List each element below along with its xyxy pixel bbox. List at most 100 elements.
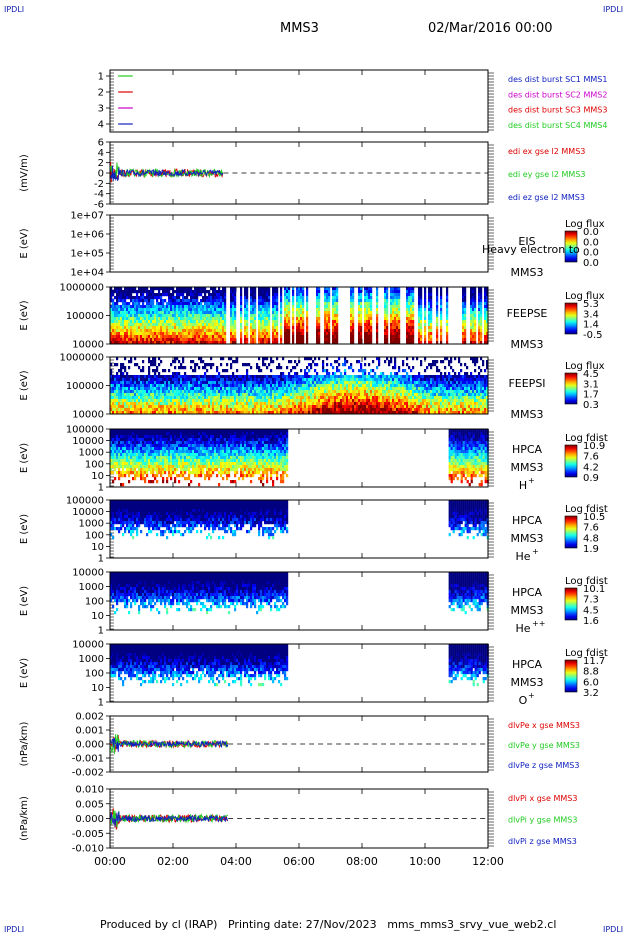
- spectrogram-cell: [194, 329, 197, 333]
- spectrogram-cell: [192, 390, 195, 394]
- spectrogram-cell: [334, 396, 337, 400]
- spectrogram-cell: [192, 293, 195, 297]
- spectrogram-cell: [472, 326, 475, 330]
- spectrogram-cell: [110, 314, 113, 318]
- spectrogram-cell: [182, 305, 185, 309]
- spectrogram-cell: [358, 314, 361, 318]
- spectrogram-cell: [486, 287, 489, 291]
- spectrogram-cell: [218, 341, 221, 345]
- spectrogram-cell: [410, 293, 413, 297]
- spectrogram-cell: [198, 305, 201, 309]
- spectrogram-cell: [144, 338, 147, 342]
- spectrogram-cell: [326, 320, 329, 324]
- spectrogram-cell: [202, 396, 205, 400]
- spectrogram-cell: [226, 393, 229, 397]
- spectrogram-cell: [192, 311, 195, 315]
- spectrogram-cell: [212, 302, 215, 306]
- spectrogram-cell: [244, 405, 247, 409]
- spectrogram-cell: [218, 390, 221, 394]
- spectrogram-cell: [186, 305, 189, 309]
- spectrogram-cell: [174, 360, 177, 364]
- spectrogram-cell: [400, 402, 403, 406]
- spectrogram-cell: [368, 296, 371, 300]
- spectrogram-cell: [336, 308, 339, 312]
- spectrogram-cell: [148, 411, 151, 415]
- spectrogram-cell: [240, 314, 243, 318]
- spectrogram-cell: [318, 396, 321, 400]
- spectrogram-cell: [332, 287, 335, 291]
- spectrogram-cell: [144, 311, 147, 315]
- spectrogram-cell: [262, 375, 265, 379]
- spectrogram-cell: [340, 390, 343, 394]
- spectrogram-cell: [374, 399, 377, 403]
- spectrogram-cell: [226, 405, 229, 409]
- spectrogram-cell: [142, 332, 145, 336]
- spectrogram-cell: [280, 384, 283, 388]
- spectrogram-cell: [286, 332, 289, 336]
- spectrogram-cell: [258, 311, 261, 315]
- spectrogram-cell: [236, 360, 239, 364]
- spectrogram-cell: [198, 396, 201, 400]
- spectrogram-cell: [164, 332, 167, 336]
- spectrogram-cell: [370, 326, 373, 330]
- spectrogram-cell: [334, 378, 337, 382]
- spectrogram-cell: [424, 335, 427, 339]
- spectrogram-cell: [126, 302, 129, 306]
- spectrogram-cell: [116, 402, 119, 406]
- spectrogram-cell: [162, 314, 165, 318]
- spectrogram-cell: [250, 384, 253, 388]
- spectrogram-cell: [218, 317, 221, 321]
- spectrogram-cell: [200, 305, 203, 309]
- spectrogram-cell: [120, 384, 123, 388]
- spectrogram-cell: [420, 296, 423, 300]
- spectrogram-cell: [324, 390, 327, 394]
- spectrogram-cell: [180, 311, 183, 315]
- spectrogram-cell: [282, 375, 285, 379]
- spectrogram-cell: [124, 314, 127, 318]
- spectrogram-cell: [208, 411, 211, 415]
- spectrogram-cell: [220, 408, 223, 412]
- spectrogram-cell: [268, 290, 271, 294]
- spectrogram-cell: [258, 396, 261, 400]
- spectrogram-cell: [306, 314, 309, 318]
- spectrogram-cell: [350, 290, 353, 294]
- spectrogram-cell: [388, 399, 391, 403]
- spectrogram-cell: [376, 411, 379, 415]
- spectrogram-cell: [276, 299, 279, 303]
- spectrogram-cell: [394, 287, 397, 291]
- spectrogram-cell: [436, 311, 439, 315]
- spectrogram-cell: [236, 402, 239, 406]
- spectrogram-cell: [146, 384, 149, 388]
- spectrogram-cell: [208, 393, 211, 397]
- spectrogram-cell: [116, 411, 119, 415]
- spectrogram-cell: [120, 375, 123, 379]
- spectrogram-cell: [302, 402, 305, 406]
- spectrogram-cell: [404, 402, 407, 406]
- spectrogram-cell: [152, 293, 155, 297]
- spectrogram-cell: [398, 396, 401, 400]
- spectrogram-cell: [180, 408, 183, 412]
- spectrogram-cell: [146, 408, 149, 412]
- spectrogram-cell: [178, 299, 181, 303]
- spectrogram-cell: [362, 381, 365, 385]
- spectrogram-cell: [390, 296, 393, 300]
- spectrogram-cell: [160, 320, 163, 324]
- spectrogram-cell: [190, 381, 193, 385]
- spectrogram-cell: [276, 396, 279, 400]
- spectrogram-cell: [348, 366, 351, 370]
- spectrogram-cell: [338, 393, 341, 397]
- spectrogram-cell: [208, 396, 211, 400]
- spectrogram-cell: [378, 411, 381, 415]
- spectrogram-cell: [464, 326, 467, 330]
- y-axis-label: E (eV): [19, 370, 30, 400]
- spectrogram-cell: [166, 399, 169, 403]
- spectrogram-cell: [180, 341, 183, 345]
- spectrogram-cell: [272, 323, 275, 327]
- spectrogram-cell: [166, 338, 169, 342]
- spectrogram-cell: [156, 299, 159, 303]
- spectrogram-cell: [298, 314, 301, 318]
- spectrogram-cell: [128, 396, 131, 400]
- spectrogram-cell: [350, 381, 353, 385]
- spectrogram-cell: [446, 296, 449, 300]
- spectrogram-cell: [122, 384, 125, 388]
